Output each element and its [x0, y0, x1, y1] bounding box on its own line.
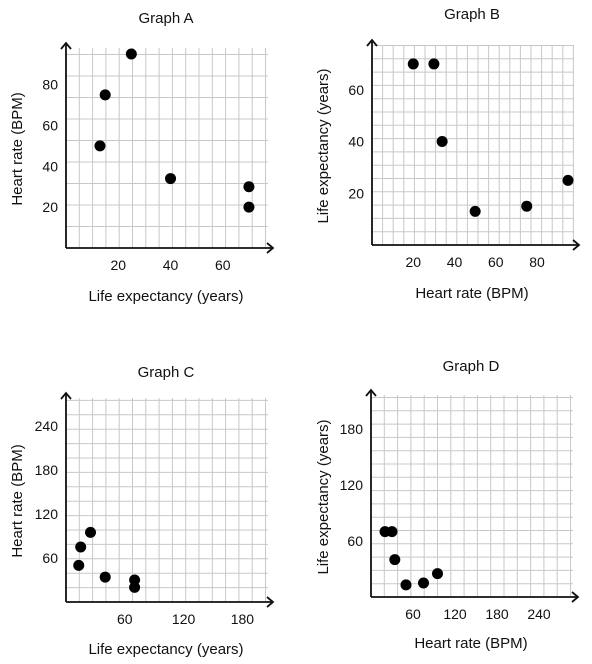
data-point [73, 559, 85, 571]
data-point [521, 200, 533, 212]
grid-lines [372, 45, 574, 245]
y-tick-label: 120 [35, 506, 59, 522]
data-point [165, 173, 177, 185]
y-axis-arrow-icon [365, 388, 377, 397]
x-tick-label: 180 [485, 606, 509, 622]
x-tick-label: 180 [231, 611, 255, 627]
x-axis-arrow-icon [266, 596, 275, 608]
y-axis-label: Heart rate (BPM) [9, 92, 26, 205]
chart-panel-3: 60 120 180 60 120 180 240 Graph C Life expectanc… [9, 364, 275, 658]
x-axis-label: Heart rate (BPM) [414, 635, 527, 652]
data-point [428, 58, 440, 70]
data-point [75, 541, 87, 553]
x-axis-label: Life expectancy (years) [88, 288, 243, 305]
y-tick-label: 40 [348, 134, 364, 150]
grid-lines [66, 398, 268, 602]
data-point [436, 136, 448, 148]
data-point [418, 577, 429, 589]
chart-title: Graph C [138, 364, 195, 381]
x-axis-arrow-icon [572, 239, 581, 251]
grid-lines [371, 395, 573, 597]
x-tick-label: 40 [163, 257, 179, 273]
y-tick-label: 60 [42, 550, 58, 566]
data-point [243, 181, 255, 193]
y-tick-label: 240 [35, 418, 59, 434]
x-tick-label: 20 [405, 254, 421, 270]
data-point [400, 579, 412, 591]
y-tick-label: 80 [42, 77, 58, 93]
y-tick-label: 180 [35, 462, 59, 478]
data-point [562, 174, 574, 186]
y-tick-label: 40 [42, 158, 58, 174]
data-point [99, 89, 111, 101]
x-axis-arrow-icon [266, 242, 275, 254]
y-axis-label: Heart rate (BPM) [9, 444, 26, 557]
y-tick-label: 180 [340, 421, 364, 437]
data-point [432, 568, 443, 580]
x-tick-label: 60 [215, 257, 231, 273]
x-axis-label: Life expectancy (years) [88, 641, 243, 658]
data-point [469, 205, 481, 217]
y-axis-label: Life expectancy (years) [315, 68, 332, 223]
y-tick-label: 120 [340, 477, 364, 493]
y-axis-arrow-icon [60, 391, 72, 400]
x-tick-label: 80 [529, 254, 545, 270]
chart-panel-4: 60 120 180 240 60 120 180 Graph D Heart rate (BP… [315, 358, 580, 652]
y-tick-label: 60 [42, 117, 58, 133]
y-tick-label: 60 [347, 533, 363, 549]
y-axis-label: Life expectancy (years) [315, 419, 332, 574]
data-point [386, 526, 398, 538]
data-point [407, 58, 419, 70]
x-tick-label: 60 [405, 606, 421, 622]
data-point [129, 581, 141, 593]
chart-title: Graph B [444, 6, 500, 23]
x-axis-arrow-icon [571, 591, 580, 603]
x-tick-label: 20 [110, 257, 126, 273]
x-tick-label: 120 [443, 606, 467, 622]
data-point [99, 571, 111, 583]
data-point [94, 140, 106, 152]
grid-lines [66, 48, 268, 248]
y-tick-label: 20 [42, 199, 58, 215]
data-point [125, 48, 137, 60]
data-point [243, 201, 255, 213]
x-tick-label: 60 [117, 611, 133, 627]
x-tick-label: 60 [488, 254, 504, 270]
x-tick-label: 40 [447, 254, 463, 270]
x-tick-label: 120 [172, 611, 196, 627]
chart-panel-1: 20 40 60 20 40 60 80 Graph A Life expectancy (ye… [9, 10, 275, 305]
y-tick-label: 20 [348, 185, 364, 201]
y-axis-arrow-icon [366, 38, 378, 47]
chart-title: Graph A [138, 10, 193, 27]
data-point [389, 554, 401, 566]
x-axis-label: Heart rate (BPM) [415, 285, 528, 302]
chart-title: Graph D [443, 358, 500, 375]
y-tick-label: 60 [348, 82, 364, 98]
data-point [85, 526, 96, 538]
y-axis-arrow-icon [60, 41, 72, 50]
chart-panel-2: 20 40 60 80 20 40 60 Graph B Heart rate (BPM) Lif… [315, 6, 581, 302]
x-tick-label: 240 [527, 606, 551, 622]
